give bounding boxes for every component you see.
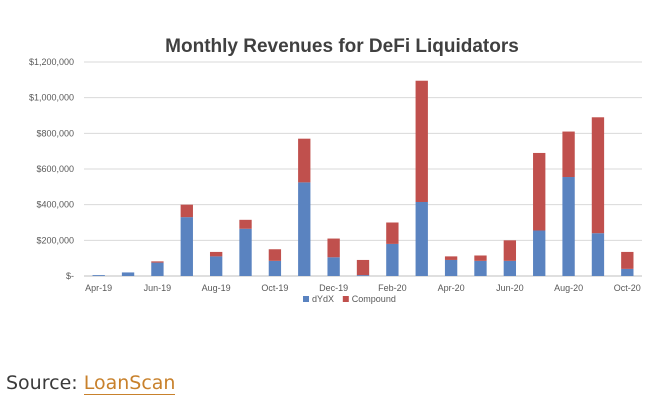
bar-compound-aug-20 [562,131,575,178]
legend-label-compound: Compound [352,294,396,304]
bar-dydx-apr-19 [92,275,105,276]
x-tick-label: Apr-20 [438,283,465,293]
bar-dydx-jun-19 [151,262,164,276]
x-tick-label: Oct-19 [261,283,288,293]
bar-compound-sep-19 [239,219,252,229]
y-tick-label: $400,000 [36,200,74,210]
bar-compound-mar-20 [415,80,428,202]
y-tick-label: $200,000 [36,235,74,245]
stacked-bar-chart: Monthly Revenues for DeFi Liquidators $-… [29,36,642,304]
x-tick-label: Aug-20 [554,283,583,293]
bar-dydx-may-19 [121,272,135,276]
bar-compound-jun-20 [503,240,517,261]
x-tick-label: Jun-19 [144,283,172,293]
chart-title: Monthly Revenues for DeFi Liquidators [165,36,519,57]
bar-dydx-mar-20 [415,201,428,276]
bar-dydx-nov-19 [298,182,311,276]
bar-compound-nov-19 [298,138,311,183]
x-tick-label: Jun-20 [496,283,524,293]
bar-dydx-aug-19 [209,256,223,276]
y-tick-label: $1,200,000 [29,57,74,67]
legend: dYdX Compound [303,294,396,304]
gridlines [84,61,642,277]
x-tick-label: Aug-19 [202,283,231,293]
bar-compound-jul-20 [533,152,546,231]
source-credit: Source: LoanScan [6,372,176,395]
bar-dydx-jun-20 [503,260,517,276]
bar-dydx-oct-20 [621,268,634,276]
bar-dydx-apr-20 [444,259,458,276]
y-tick-label: $- [66,271,74,281]
bar-dydx-jul-19 [180,217,193,276]
bars [92,80,634,276]
x-tick-label: Apr-19 [85,283,112,293]
legend-swatch-dydx [303,296,309,302]
bar-compound-may-20 [474,255,487,261]
bar-compound-sep-20 [591,117,605,234]
bar-compound-jul-19 [180,204,193,218]
legend-swatch-compound [342,296,349,302]
x-tick-label: Oct-20 [614,283,641,293]
bar-compound-oct-20 [621,251,634,269]
legend-label-dydx: dYdX [312,294,334,304]
y-tick-label: $600,000 [36,164,74,174]
bar-compound-apr-20 [444,256,458,260]
bar-compound-jan-20 [356,259,370,276]
bar-dydx-oct-19 [268,260,282,276]
bar-compound-dec-19 [327,238,340,258]
chart-container: Monthly Revenues for DeFi Liquidators $-… [29,36,642,304]
bar-dydx-sep-19 [239,228,252,276]
y-tick-label: $800,000 [36,128,74,138]
bar-dydx-sep-20 [591,233,605,276]
source-link[interactable]: LoanScan [83,372,176,395]
bar-dydx-jul-20 [533,230,546,276]
bar-compound-jun-19 [151,261,164,263]
bar-dydx-dec-19 [327,257,340,276]
bar-dydx-jan-20 [356,275,370,276]
source-label: Source: [6,372,84,394]
bar-dydx-may-20 [474,260,487,276]
bar-dydx-feb-20 [386,243,399,276]
x-tick-label: Dec-19 [319,283,348,293]
x-tick-label: Feb-20 [378,283,407,293]
bar-compound-oct-19 [268,249,282,261]
y-tick-label: $1,000,000 [29,93,74,103]
bar-compound-feb-20 [386,222,399,244]
y-axis: $- $200,000 $400,000 $600,000 $800,000 $1,000… [29,57,74,281]
bar-dydx-aug-20 [562,177,575,276]
bar-compound-aug-19 [209,251,223,257]
x-axis: Apr-19 Jun-19 Aug-19 Oct-19 Dec-19 Feb-20 Apr-… [85,283,641,293]
